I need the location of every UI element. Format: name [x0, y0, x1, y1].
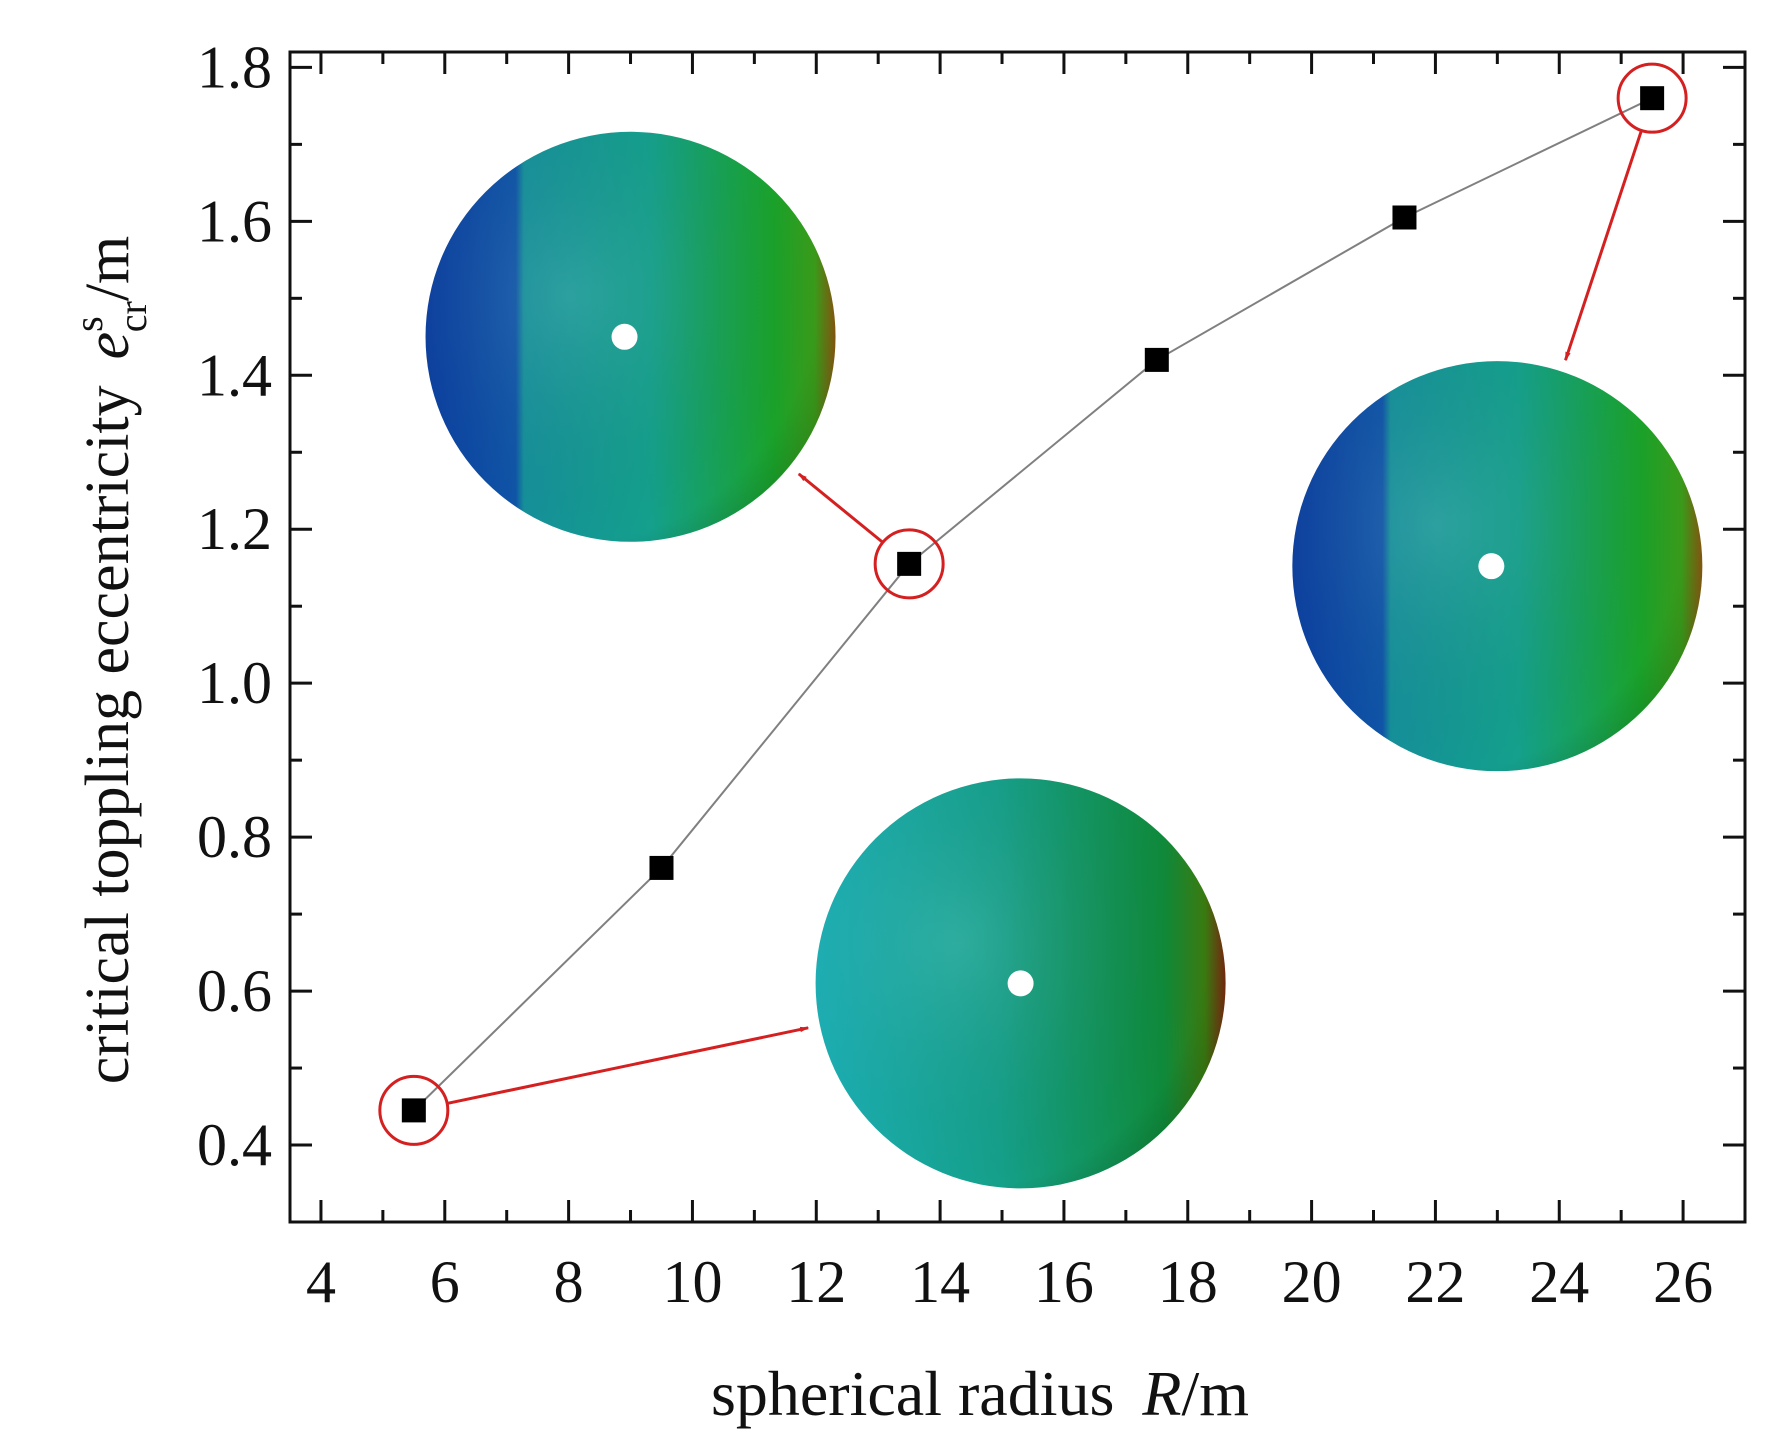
- y-axis-ticks: 0.4 0.6 0.8 1.0 1.2 1.4 1.6 1.8: [197, 34, 1745, 1224]
- data-point: [401, 1098, 426, 1123]
- x-tick-label: 4: [306, 1249, 336, 1315]
- y-tick-label: 1.6: [197, 188, 272, 254]
- y-tick-label: 0.6: [197, 958, 272, 1024]
- callout-arrow: [446, 1026, 810, 1105]
- sphere-contour-inset: [425, 131, 836, 542]
- sphere-center-dot: [1007, 970, 1034, 997]
- series-line-layer: [413, 97, 1653, 1112]
- highlight-circle: [873, 528, 945, 600]
- x-tick-label: 18: [1158, 1249, 1218, 1315]
- sphere-contour-inset: [1292, 361, 1703, 772]
- y-axis-superscript: s: [66, 316, 111, 332]
- data-point: [1144, 347, 1169, 372]
- x-axis-ticks: 4 6 8 10 12 14 16 18 20 22 24 26: [306, 52, 1713, 1315]
- callout-arrow: [797, 472, 884, 544]
- x-tick-label: 6: [430, 1249, 460, 1315]
- x-tick-label: 12: [786, 1249, 846, 1315]
- y-tick-label: 1.4: [197, 342, 272, 408]
- sphere-center-dot: [1478, 553, 1505, 580]
- sphere-contour-inset: [815, 778, 1226, 1189]
- x-tick-label: 8: [554, 1249, 584, 1315]
- x-tick-label: 10: [662, 1249, 722, 1315]
- x-axis-symbol: R: [1141, 1358, 1181, 1429]
- x-axis-title: spherical radius R/m: [711, 1358, 1249, 1429]
- y-tick-label: 1.2: [197, 496, 272, 562]
- data-points-layer: [401, 86, 1665, 1123]
- x-tick-label: 14: [910, 1249, 970, 1315]
- y-axis-title: critical toppling eccentricity escr/m: [66, 236, 155, 1085]
- y-tick-label: 0.4: [197, 1112, 272, 1178]
- y-axis-unit: /m: [74, 236, 142, 301]
- arrows-layer: [446, 129, 1643, 1105]
- y-tick-label: 1.0: [197, 650, 272, 716]
- highlight-circle: [378, 1074, 450, 1146]
- x-tick-label: 16: [1034, 1249, 1094, 1315]
- x-tick-label: 22: [1405, 1249, 1465, 1315]
- data-point: [1392, 205, 1417, 230]
- highlight-circles-layer: [378, 62, 1688, 1146]
- sphere-center-dot: [611, 323, 638, 350]
- y-axis-title-prefix: critical toppling eccentricity: [74, 385, 142, 1084]
- data-point: [1640, 86, 1665, 111]
- y-axis-symbol: e: [74, 332, 142, 360]
- data-point: [649, 855, 674, 880]
- y-axis-subscript: cr: [110, 301, 155, 332]
- x-axis-title-prefix: spherical radius: [711, 1358, 1114, 1429]
- series-line: [413, 97, 1653, 1112]
- x-tick-label: 20: [1282, 1249, 1342, 1315]
- y-tick-label: 0.8: [197, 804, 272, 870]
- highlight-circle: [1616, 62, 1688, 134]
- x-axis-unit: /m: [1181, 1358, 1249, 1429]
- insets-layer: [425, 131, 1703, 1189]
- y-tick-label: 1.8: [197, 34, 272, 100]
- x-tick-label: 26: [1653, 1249, 1713, 1315]
- plot-frame: [288, 50, 1747, 1224]
- x-tick-label: 24: [1529, 1249, 1589, 1315]
- data-point: [897, 551, 922, 576]
- callout-arrow: [1564, 129, 1643, 362]
